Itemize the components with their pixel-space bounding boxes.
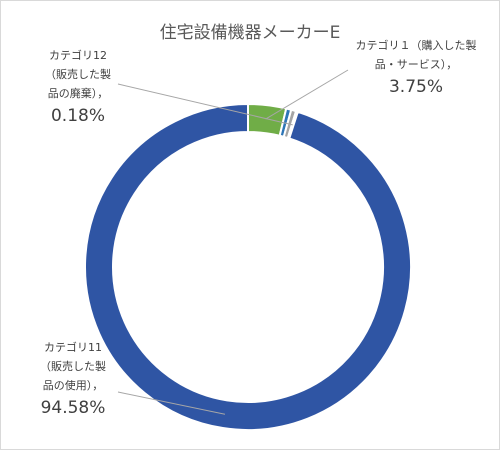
label-category-12-line-1: カテゴリ12: [49, 49, 107, 62]
label-category-12-line-2: （販売した製: [45, 68, 111, 81]
label-category-11-line-2: （販売した製: [40, 360, 106, 373]
label-category-1-value: 3.75%: [388, 77, 443, 97]
label-category-11-line-3: 品の使用），: [42, 379, 104, 392]
leader-line-category-12: [117, 83, 293, 126]
label-category-1-line-2: 品・サービス），: [374, 58, 458, 71]
label-category-1-line-1: カテゴリ１（購入した製: [355, 39, 477, 52]
label-category-12: カテゴリ12 （販売した製 品の廃棄）， 0.18%: [38, 46, 118, 129]
label-category-11-line-1: カテゴリ11: [44, 341, 102, 354]
label-category-12-value: 0.18%: [50, 106, 105, 126]
label-category-11: カテゴリ11 （販売した製 品の使用）， 94.58%: [28, 338, 118, 421]
label-category-11-value: 94.58%: [40, 398, 106, 418]
chart-title: 住宅設備機器メーカーE: [159, 23, 341, 43]
leader-line-category-1: [265, 69, 349, 120]
label-category-12-line-3: 品の廃棄），: [47, 87, 109, 100]
leader-line-category-11: [117, 391, 226, 415]
donut-slice-4: [84, 102, 412, 431]
label-category-1: カテゴリ１（購入した製 品・サービス）， 3.75%: [346, 36, 486, 100]
